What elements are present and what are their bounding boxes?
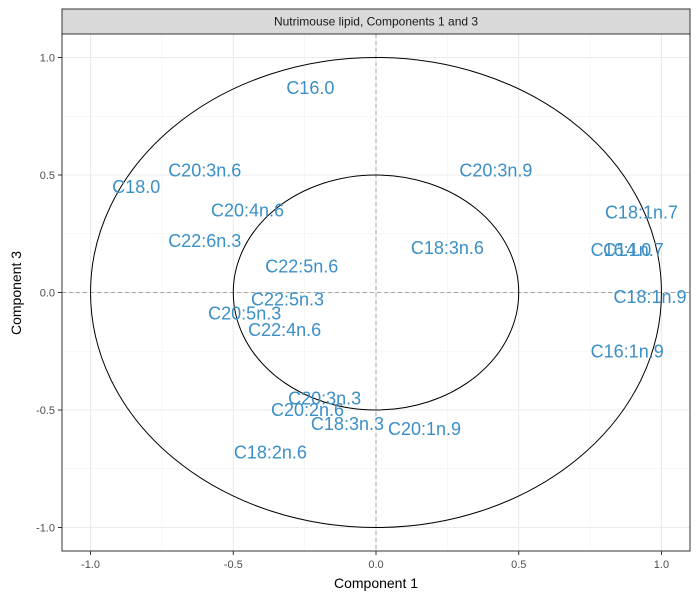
chart-title: Nutrimouse lipid, Components 1 and 3 bbox=[274, 15, 478, 29]
variable-label: C20:4n.6 bbox=[211, 200, 284, 220]
variable-label: C20:3n.6 bbox=[168, 160, 241, 180]
variable-label: C18:3n.6 bbox=[411, 238, 484, 258]
y-axis-title: Component 3 bbox=[8, 251, 24, 335]
variable-label: C22:5n.6 bbox=[265, 257, 338, 277]
variable-label: C22:6n.3 bbox=[168, 231, 241, 251]
correlation-circles bbox=[90, 57, 662, 528]
variable-label: C20:3n.3 bbox=[288, 388, 361, 408]
x-axis-title: Component 1 bbox=[334, 575, 418, 591]
variable-label: C20:3n.9 bbox=[459, 160, 532, 180]
plot-panel: C16.0 C20:3n.6 C18.0 C20:4n.6 C22:6n.3 C22:5n… bbox=[61, 33, 691, 552]
circle-radius-1 bbox=[90, 57, 662, 528]
variable-label: C18:1n.7 bbox=[605, 203, 678, 223]
variable-label: C22:4n.6 bbox=[248, 320, 321, 340]
x-axis-ticks: -1.0 -0.5 0.0 0.5 1.0 bbox=[81, 551, 669, 571]
y-axis-ticks: 1.0 0.5 0.0 -0.5 -1.0 bbox=[36, 53, 62, 535]
variable-label: C16:1n.9 bbox=[591, 341, 664, 361]
variable-label: C20:1n.9 bbox=[388, 419, 461, 439]
variable-label: C18:1n.9 bbox=[614, 287, 687, 307]
circle-radius-0-5 bbox=[232, 174, 520, 411]
facet-strip: Nutrimouse lipid, Components 1 and 3 bbox=[61, 8, 691, 35]
y-tick-label: -0.5 bbox=[36, 405, 55, 417]
y-tick-label: 1.0 bbox=[40, 53, 55, 65]
y-tick-label: 0.0 bbox=[40, 288, 55, 300]
variable-label: C20:5n.3 bbox=[208, 304, 281, 324]
y-tick-label: -1.0 bbox=[36, 523, 55, 535]
variable-label: C20:2n.6 bbox=[271, 400, 344, 420]
x-tick-label: 0.5 bbox=[511, 559, 526, 571]
x-tick-label: -1.0 bbox=[81, 559, 100, 571]
variable-label: C18:2n.6 bbox=[234, 442, 307, 462]
variable-label: C16.0 bbox=[286, 78, 334, 98]
x-tick-label: -0.5 bbox=[224, 559, 243, 571]
reference-lines bbox=[62, 34, 690, 551]
variable-label: C16:1n.7 bbox=[591, 240, 664, 260]
y-tick-label: 0.5 bbox=[40, 170, 55, 182]
variable-label: C18.0 bbox=[112, 177, 160, 197]
variable-labels: C16.0 C20:3n.6 C18.0 C20:4n.6 C22:6n.3 C22:5n… bbox=[112, 78, 686, 462]
strip-background bbox=[61, 8, 691, 35]
x-tick-label: 1.0 bbox=[654, 559, 669, 571]
variable-label: C18:3n.3 bbox=[311, 414, 384, 434]
x-tick-label: 0.0 bbox=[368, 559, 383, 571]
variable-label: C14.0 bbox=[603, 240, 651, 260]
variable-label: C22:5n.3 bbox=[251, 290, 324, 310]
